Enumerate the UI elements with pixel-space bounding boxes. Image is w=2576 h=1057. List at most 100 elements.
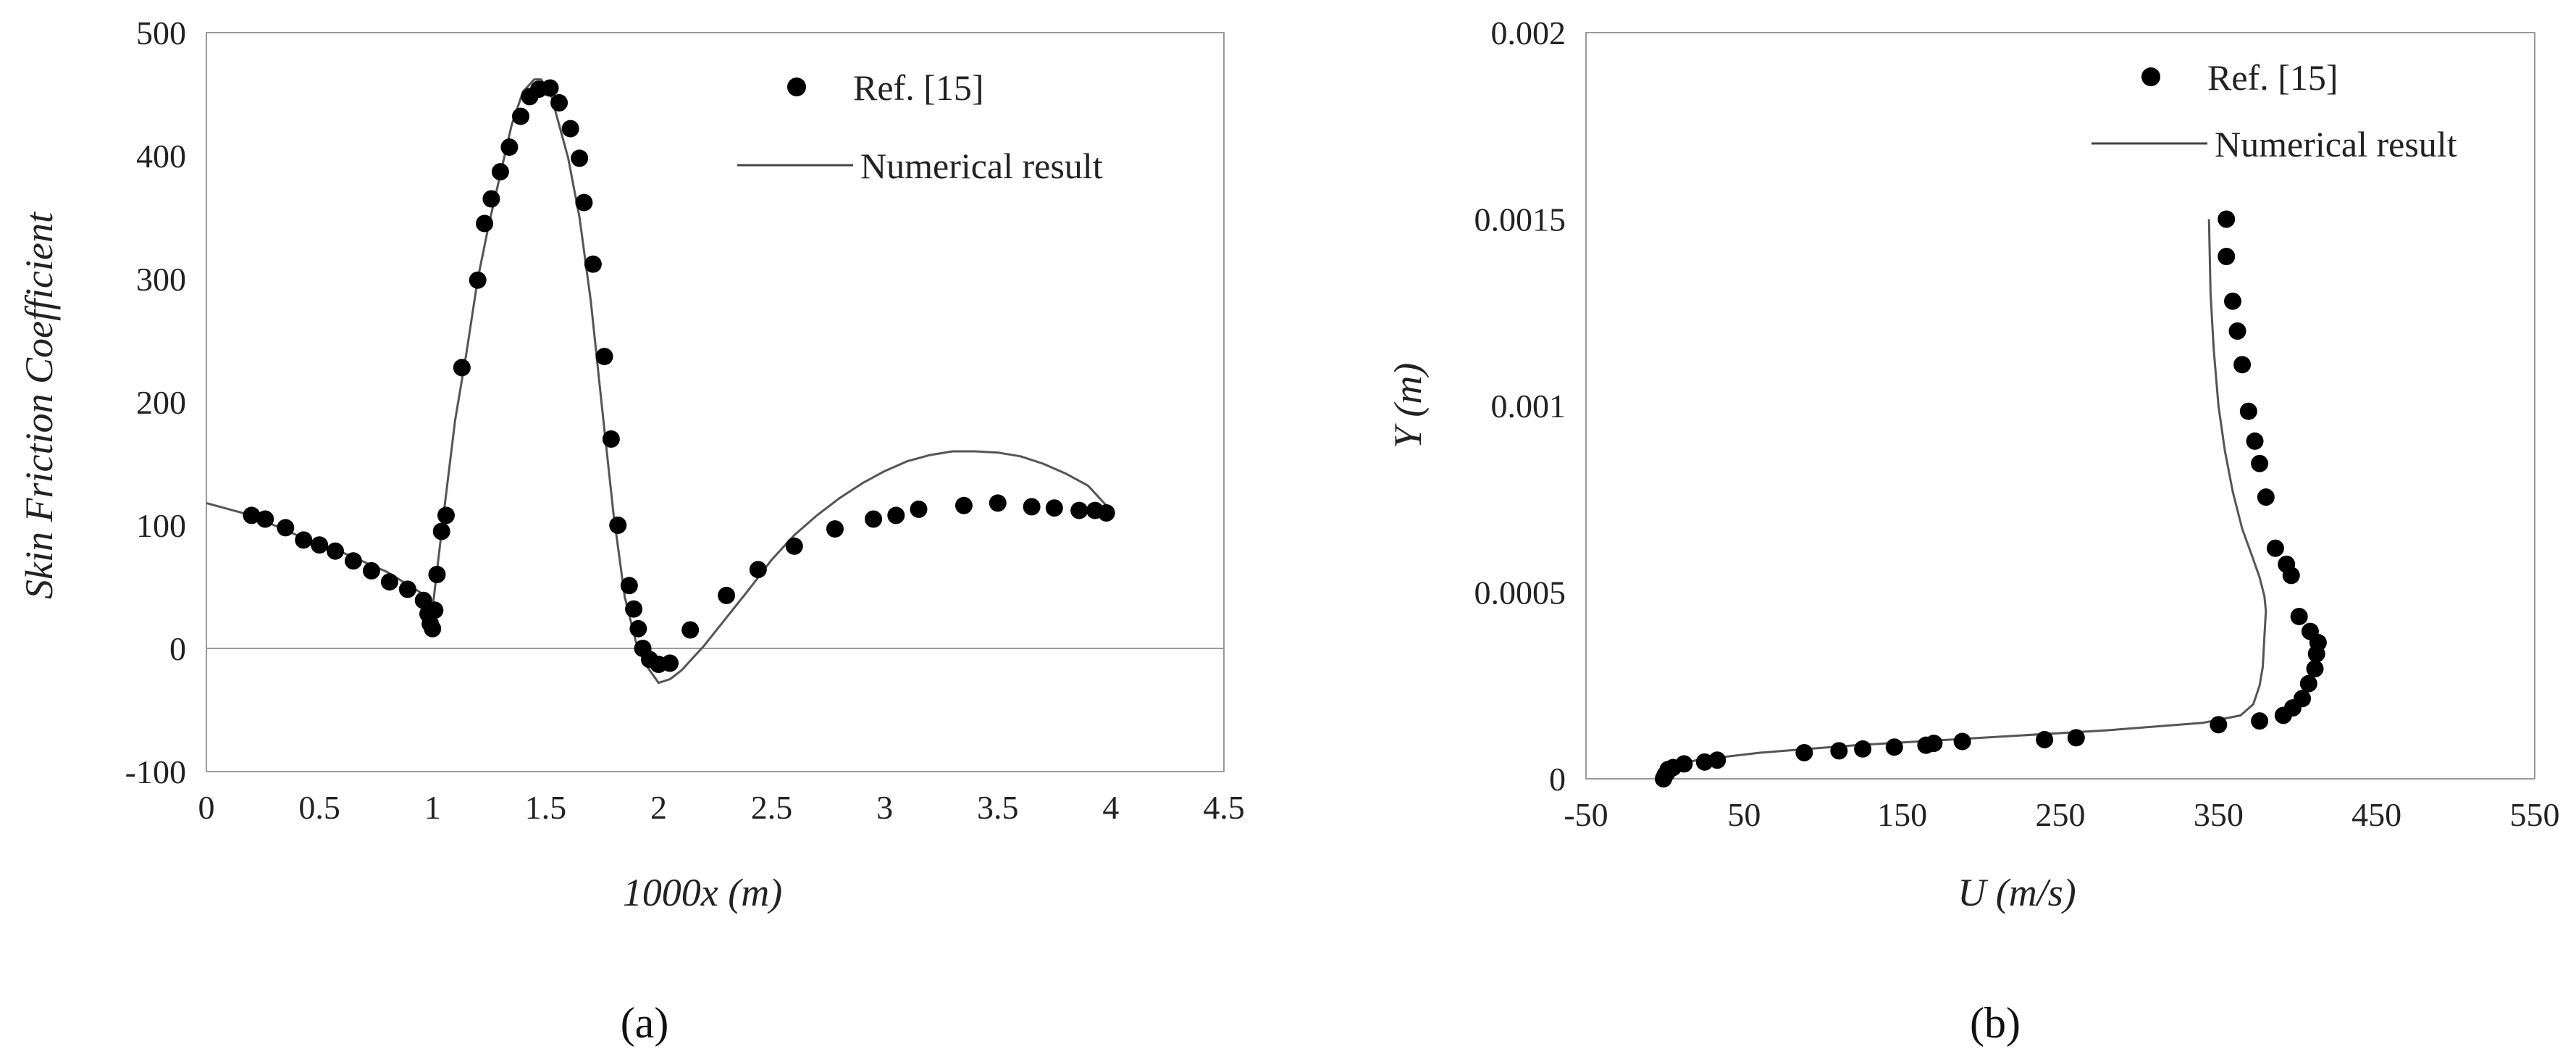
panel-a-ref-point [344, 552, 362, 570]
panel-a-legend-numerical-label: Numerical result [860, 146, 1103, 186]
panel-b-y-tick-label: 0.001 [1491, 388, 1566, 425]
panel-a-x-tick-label: 2 [650, 789, 667, 826]
panel-a-x-tick-label: 4 [1102, 789, 1119, 826]
panel-b-ref-point [2299, 674, 2317, 693]
panel-a-ref-point [681, 621, 700, 639]
panel-a-ref-point [256, 510, 274, 528]
panel-a-series-numerical [206, 78, 1112, 685]
panel-b-ref-point [2306, 660, 2324, 678]
panel-b-x-tick-label: 50 [1727, 796, 1761, 833]
panel-b-ref-point [1795, 743, 1813, 761]
panel-a-ref-point [482, 190, 500, 208]
panel-a-ref-point [277, 519, 295, 537]
panel-b-y-axis-title: Y (m) [1386, 363, 1430, 449]
panel-a-ref-point [629, 619, 647, 638]
panel-a-y-tick-label: 200 [136, 384, 186, 421]
panel-a-ref-point [718, 586, 736, 604]
panel-a-ref-point [380, 573, 398, 591]
panel-a-ref-point [561, 120, 579, 138]
panel-a-y-tick-label: 300 [136, 261, 186, 298]
panel-a-ref-point [887, 506, 905, 525]
panel-a-ref-point [453, 359, 471, 377]
panel-a-ref-point [491, 163, 509, 181]
panel-a-x-tick-label: 3 [876, 789, 893, 826]
panel-b-ref-point [2210, 716, 2228, 734]
panel-a-ref-point [575, 193, 593, 212]
panel-a-x-tick-label: 0 [198, 789, 215, 826]
panel-b-x-tick-label: 150 [1877, 796, 1927, 833]
panel-a-ref-point [865, 510, 883, 528]
panel-a-x-tick-label: 4.5 [1203, 789, 1245, 826]
panel-a-ref-point [1045, 499, 1063, 517]
panel-b-x-tick-label: 550 [2510, 796, 2560, 833]
panel-b-ref-point [2228, 322, 2246, 340]
panel-a-ref-point [1097, 504, 1115, 522]
panel-a-ref-point [541, 79, 559, 97]
panel-b-ref-point [2282, 567, 2300, 585]
panel-a-y-tick-label: -100 [125, 753, 186, 790]
panel-a-x-axis-title: 1000x (m) [623, 871, 782, 914]
panel-a-ref-point [414, 591, 432, 609]
panel-a-caption: (a) [621, 999, 669, 1047]
panel-a: 0 0.5 1 1.5 2 2.5 3 3.5 4 4.5 -100 0 100 200 300 400 50… [17, 14, 1245, 1047]
panel-a-ref-point [476, 214, 494, 233]
panel-b-legend: Ref. [15] Numerical result [2092, 57, 2457, 164]
panel-b-x-tick-label: -50 [1564, 796, 1608, 833]
panel-a-ref-point [311, 536, 329, 554]
panel-b-ref-point [2218, 210, 2236, 228]
panel-b-y-ticks: 0 0.0005 0.001 0.0015 0.002 [1474, 14, 1566, 798]
panel-b-x-tick-label: 450 [2351, 796, 2401, 833]
panel-b-ref-point [1695, 753, 1713, 771]
panel-b-legend-ref-label: Ref. [15] [2207, 57, 2338, 98]
panel-a-y-tick-label: 100 [136, 507, 186, 544]
panel-b-ref-point [2223, 292, 2241, 310]
panel-b-x-tick-label: 350 [2194, 796, 2244, 833]
panel-b-y-tick-label: 0.002 [1491, 14, 1566, 51]
panel-a-ref-point [511, 107, 529, 125]
panel-a-ref-point [609, 517, 627, 534]
panel-b-ref-point [2233, 356, 2252, 374]
panel-a-y-tick-label: 400 [136, 138, 186, 175]
panel-a-ref-point [362, 561, 380, 580]
panel-a-y-ticks: -100 0 100 200 300 400 500 [125, 14, 186, 790]
panel-a-legend-ref-label: Ref. [15] [853, 67, 984, 108]
panel-b-ref-point [2218, 248, 2236, 265]
panel-a-numerical-result-line [206, 78, 1112, 685]
panel-b-series-ref [1654, 210, 2327, 787]
panel-a-ref-point [571, 149, 589, 167]
panel-b-ref-point [1885, 738, 1903, 756]
panel-b-ref-point [2251, 454, 2269, 472]
panel-b-axes [1585, 32, 2535, 780]
panel-b-y-tick-label: 0 [1549, 761, 1566, 798]
panel-b-ref-point [2036, 730, 2054, 748]
panel-a-x-tick-label: 0.5 [298, 789, 340, 826]
panel-a-legend-ref-marker [787, 78, 806, 96]
panel-b-ref-point [1654, 770, 1672, 787]
panel-b-ref-point [2266, 539, 2284, 557]
panel-a-ref-point [398, 580, 416, 598]
panel-b-ref-point [1917, 736, 1935, 754]
panel-a-x-tick-label: 2.5 [751, 789, 793, 826]
panel-a-axes [206, 32, 1225, 772]
panel-a-ref-point [955, 496, 973, 514]
panel-b-ref-point [2274, 706, 2292, 724]
panel-a-ref-point [826, 520, 844, 538]
panel-b-caption: (b) [1970, 999, 2021, 1047]
panel-a-x-tick-label: 1.5 [525, 789, 567, 826]
panel-b-y-tick-label: 0.0005 [1474, 575, 1566, 611]
panel-a-x-tick-label: 1 [424, 789, 441, 826]
panel-b-ref-point [1854, 740, 1872, 758]
panel-a-ref-point [426, 601, 444, 619]
panel-a-ref-point [428, 566, 446, 583]
panel-b: -50 50 150 250 350 450 550 00.00050.0010.00150… [1386, 14, 2560, 1047]
panel-a-ref-point [550, 93, 569, 112]
panel-a-ref-point [243, 506, 261, 525]
panel-b-series-numerical [1664, 219, 2267, 769]
panel-a-x-tick-label: 3.5 [977, 789, 1019, 826]
panel-a-ref-point [625, 600, 643, 618]
panel-a-ref-point [437, 506, 455, 525]
panel-b-ref-point [2246, 432, 2264, 450]
panel-b-ref-point [1953, 732, 1971, 751]
panel-a-ref-point [785, 537, 803, 555]
